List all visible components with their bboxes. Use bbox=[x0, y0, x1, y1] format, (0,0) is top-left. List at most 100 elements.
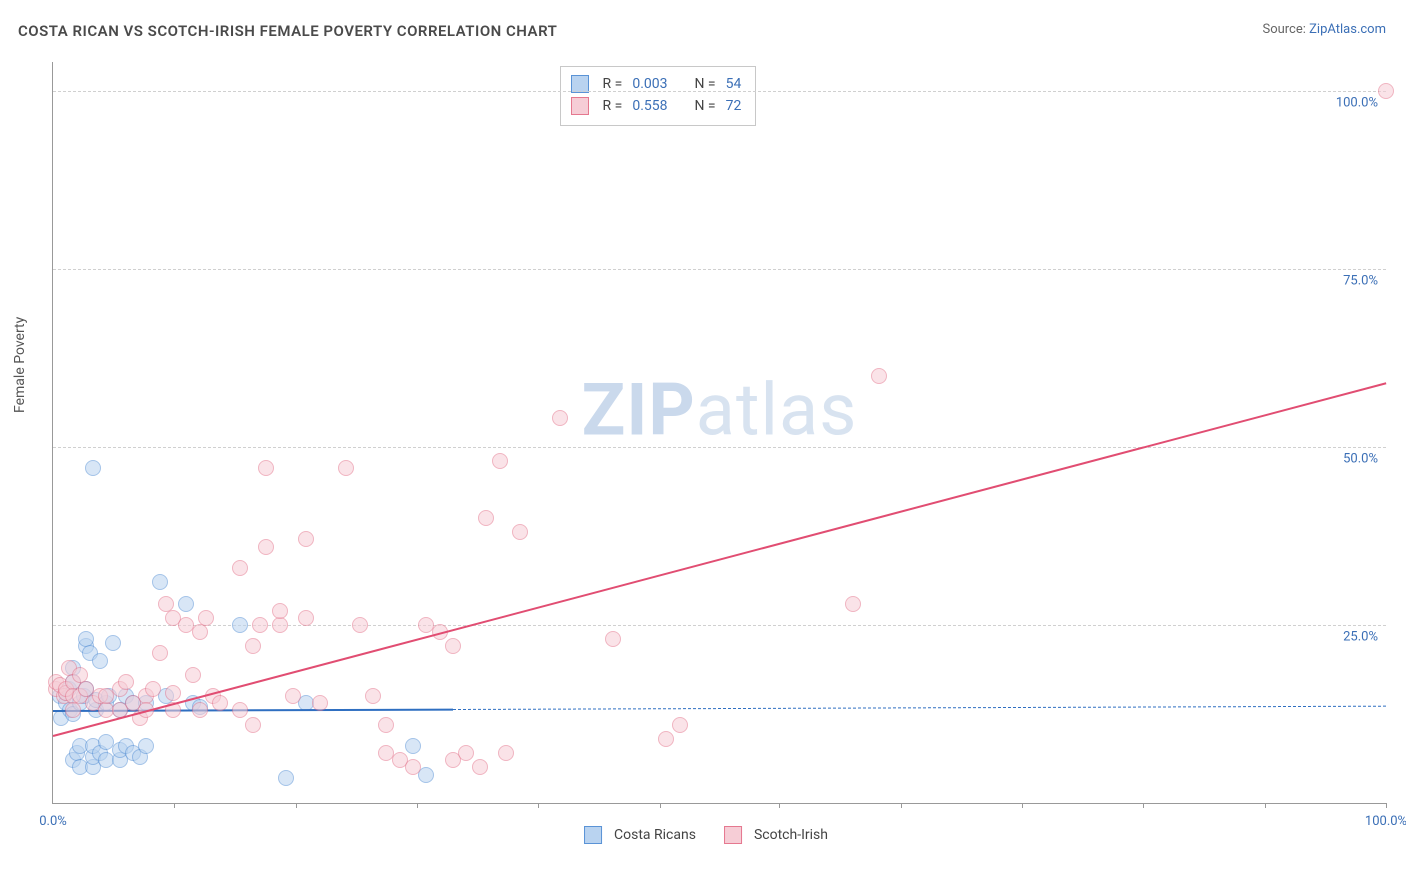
legend-item-series-1: Scotch-Irish bbox=[724, 826, 828, 844]
x-tick-label: 100.0% bbox=[1365, 814, 1406, 829]
x-tick-mark bbox=[1386, 803, 1387, 808]
data-point-scotch_irish bbox=[378, 717, 394, 733]
data-point-costa_ricans bbox=[138, 738, 154, 754]
data-point-scotch_irish bbox=[258, 539, 274, 555]
data-point-costa_ricans bbox=[92, 653, 108, 669]
data-point-scotch_irish bbox=[405, 759, 421, 775]
watermark-bold: ZIP bbox=[582, 368, 696, 453]
data-point-scotch_irish bbox=[871, 368, 887, 384]
data-point-scotch_irish bbox=[198, 610, 214, 626]
x-tick-mark bbox=[901, 803, 902, 808]
data-point-scotch_irish bbox=[658, 731, 674, 747]
data-point-scotch_irish bbox=[118, 674, 134, 690]
data-point-scotch_irish bbox=[458, 745, 474, 761]
x-tick-mark bbox=[660, 803, 661, 808]
legend-label-series-0: Costa Ricans bbox=[614, 827, 696, 843]
x-tick-mark bbox=[1265, 803, 1266, 808]
data-point-scotch_irish bbox=[845, 596, 861, 612]
data-point-costa_ricans bbox=[405, 738, 421, 754]
data-point-scotch_irish bbox=[352, 617, 368, 633]
gridline-h bbox=[53, 91, 1386, 92]
stats-row-series-0: R = 0.003 N = 54 bbox=[571, 73, 742, 95]
x-tick-label: 0.0% bbox=[39, 814, 67, 829]
x-tick-mark bbox=[1143, 803, 1144, 808]
stats-row-series-1: R = 0.558 N = 72 bbox=[571, 95, 742, 117]
data-point-scotch_irish bbox=[478, 510, 494, 526]
data-point-scotch_irish bbox=[285, 688, 301, 704]
x-tick-mark bbox=[538, 803, 539, 808]
data-point-costa_ricans bbox=[232, 617, 248, 633]
data-point-scotch_irish bbox=[245, 717, 261, 733]
x-tick-mark bbox=[417, 803, 418, 808]
data-point-scotch_irish bbox=[672, 717, 688, 733]
n-label: N = bbox=[694, 73, 715, 95]
data-point-scotch_irish bbox=[65, 702, 81, 718]
data-point-scotch_irish bbox=[232, 560, 248, 576]
n-value-series-1: 72 bbox=[726, 95, 742, 117]
n-value-series-0: 54 bbox=[726, 73, 742, 95]
data-point-scotch_irish bbox=[445, 638, 461, 654]
x-tick-mark bbox=[1022, 803, 1023, 808]
legend: Costa Ricans Scotch-Irish bbox=[584, 826, 828, 844]
x-tick-mark bbox=[174, 803, 175, 808]
data-point-scotch_irish bbox=[498, 745, 514, 761]
data-point-scotch_irish bbox=[312, 695, 328, 711]
source-attribution: Source: ZipAtlas.com bbox=[1262, 22, 1386, 37]
x-tick-mark bbox=[779, 803, 780, 808]
n-label: N = bbox=[694, 95, 715, 117]
data-point-scotch_irish bbox=[152, 645, 168, 661]
data-point-scotch_irish bbox=[298, 531, 314, 547]
legend-swatch-series-0 bbox=[584, 826, 602, 844]
data-point-scotch_irish bbox=[232, 702, 248, 718]
watermark: ZIPatlas bbox=[582, 368, 858, 453]
data-point-scotch_irish bbox=[212, 695, 228, 711]
data-point-scotch_irish bbox=[185, 667, 201, 683]
data-point-scotch_irish bbox=[1378, 83, 1394, 99]
r-value-series-0: 0.003 bbox=[632, 73, 667, 95]
data-point-scotch_irish bbox=[338, 460, 354, 476]
y-tick-label: 50.0% bbox=[1343, 451, 1378, 466]
data-point-scotch_irish bbox=[365, 688, 381, 704]
data-point-scotch_irish bbox=[492, 453, 508, 469]
data-point-costa_ricans bbox=[278, 770, 294, 786]
data-point-costa_ricans bbox=[152, 574, 168, 590]
data-point-scotch_irish bbox=[245, 638, 261, 654]
data-point-scotch_irish bbox=[145, 681, 161, 697]
data-point-scotch_irish bbox=[605, 631, 621, 647]
chart-title: COSTA RICAN VS SCOTCH-IRISH FEMALE POVER… bbox=[18, 22, 557, 40]
data-point-costa_ricans bbox=[178, 596, 194, 612]
data-point-costa_ricans bbox=[85, 460, 101, 476]
swatch-series-1 bbox=[571, 97, 589, 115]
data-point-scotch_irish bbox=[192, 702, 208, 718]
data-point-costa_ricans bbox=[105, 635, 121, 651]
legend-label-series-1: Scotch-Irish bbox=[754, 827, 828, 843]
source-label: Source: bbox=[1262, 22, 1309, 37]
data-point-scotch_irish bbox=[258, 460, 274, 476]
legend-item-series-0: Costa Ricans bbox=[584, 826, 696, 844]
y-tick-label: 75.0% bbox=[1343, 273, 1378, 288]
correlation-stats-box: R = 0.003 N = 54 R = 0.558 N = 72 bbox=[560, 66, 757, 126]
y-tick-label: 100.0% bbox=[1336, 95, 1378, 110]
x-tick-mark bbox=[296, 803, 297, 808]
r-label: R = bbox=[603, 95, 623, 117]
gridline-h bbox=[53, 269, 1386, 270]
data-point-scotch_irish bbox=[512, 524, 528, 540]
y-tick-label: 25.0% bbox=[1343, 629, 1378, 644]
data-point-scotch_irish bbox=[272, 617, 288, 633]
trend-line-scotch_irish bbox=[53, 383, 1387, 738]
data-point-scotch_irish bbox=[472, 759, 488, 775]
source-link[interactable]: ZipAtlas.com bbox=[1309, 22, 1386, 37]
data-point-scotch_irish bbox=[552, 410, 568, 426]
plot-area: ZIPatlas R = 0.003 N = 54 R = 0.558 N = … bbox=[52, 62, 1386, 804]
y-axis-label: Female Poverty bbox=[12, 317, 28, 413]
gridline-h bbox=[53, 447, 1386, 448]
trend-line-ext-costa_ricans bbox=[453, 706, 1386, 710]
chart-container: Female Poverty ZIPatlas R = 0.003 N = 54… bbox=[18, 54, 1394, 852]
r-value-series-1: 0.558 bbox=[632, 95, 667, 117]
data-point-scotch_irish bbox=[165, 685, 181, 701]
data-point-scotch_irish bbox=[252, 617, 268, 633]
legend-swatch-series-1 bbox=[724, 826, 742, 844]
r-label: R = bbox=[603, 73, 623, 95]
data-point-scotch_irish bbox=[272, 603, 288, 619]
watermark-light: atlas bbox=[696, 368, 858, 453]
